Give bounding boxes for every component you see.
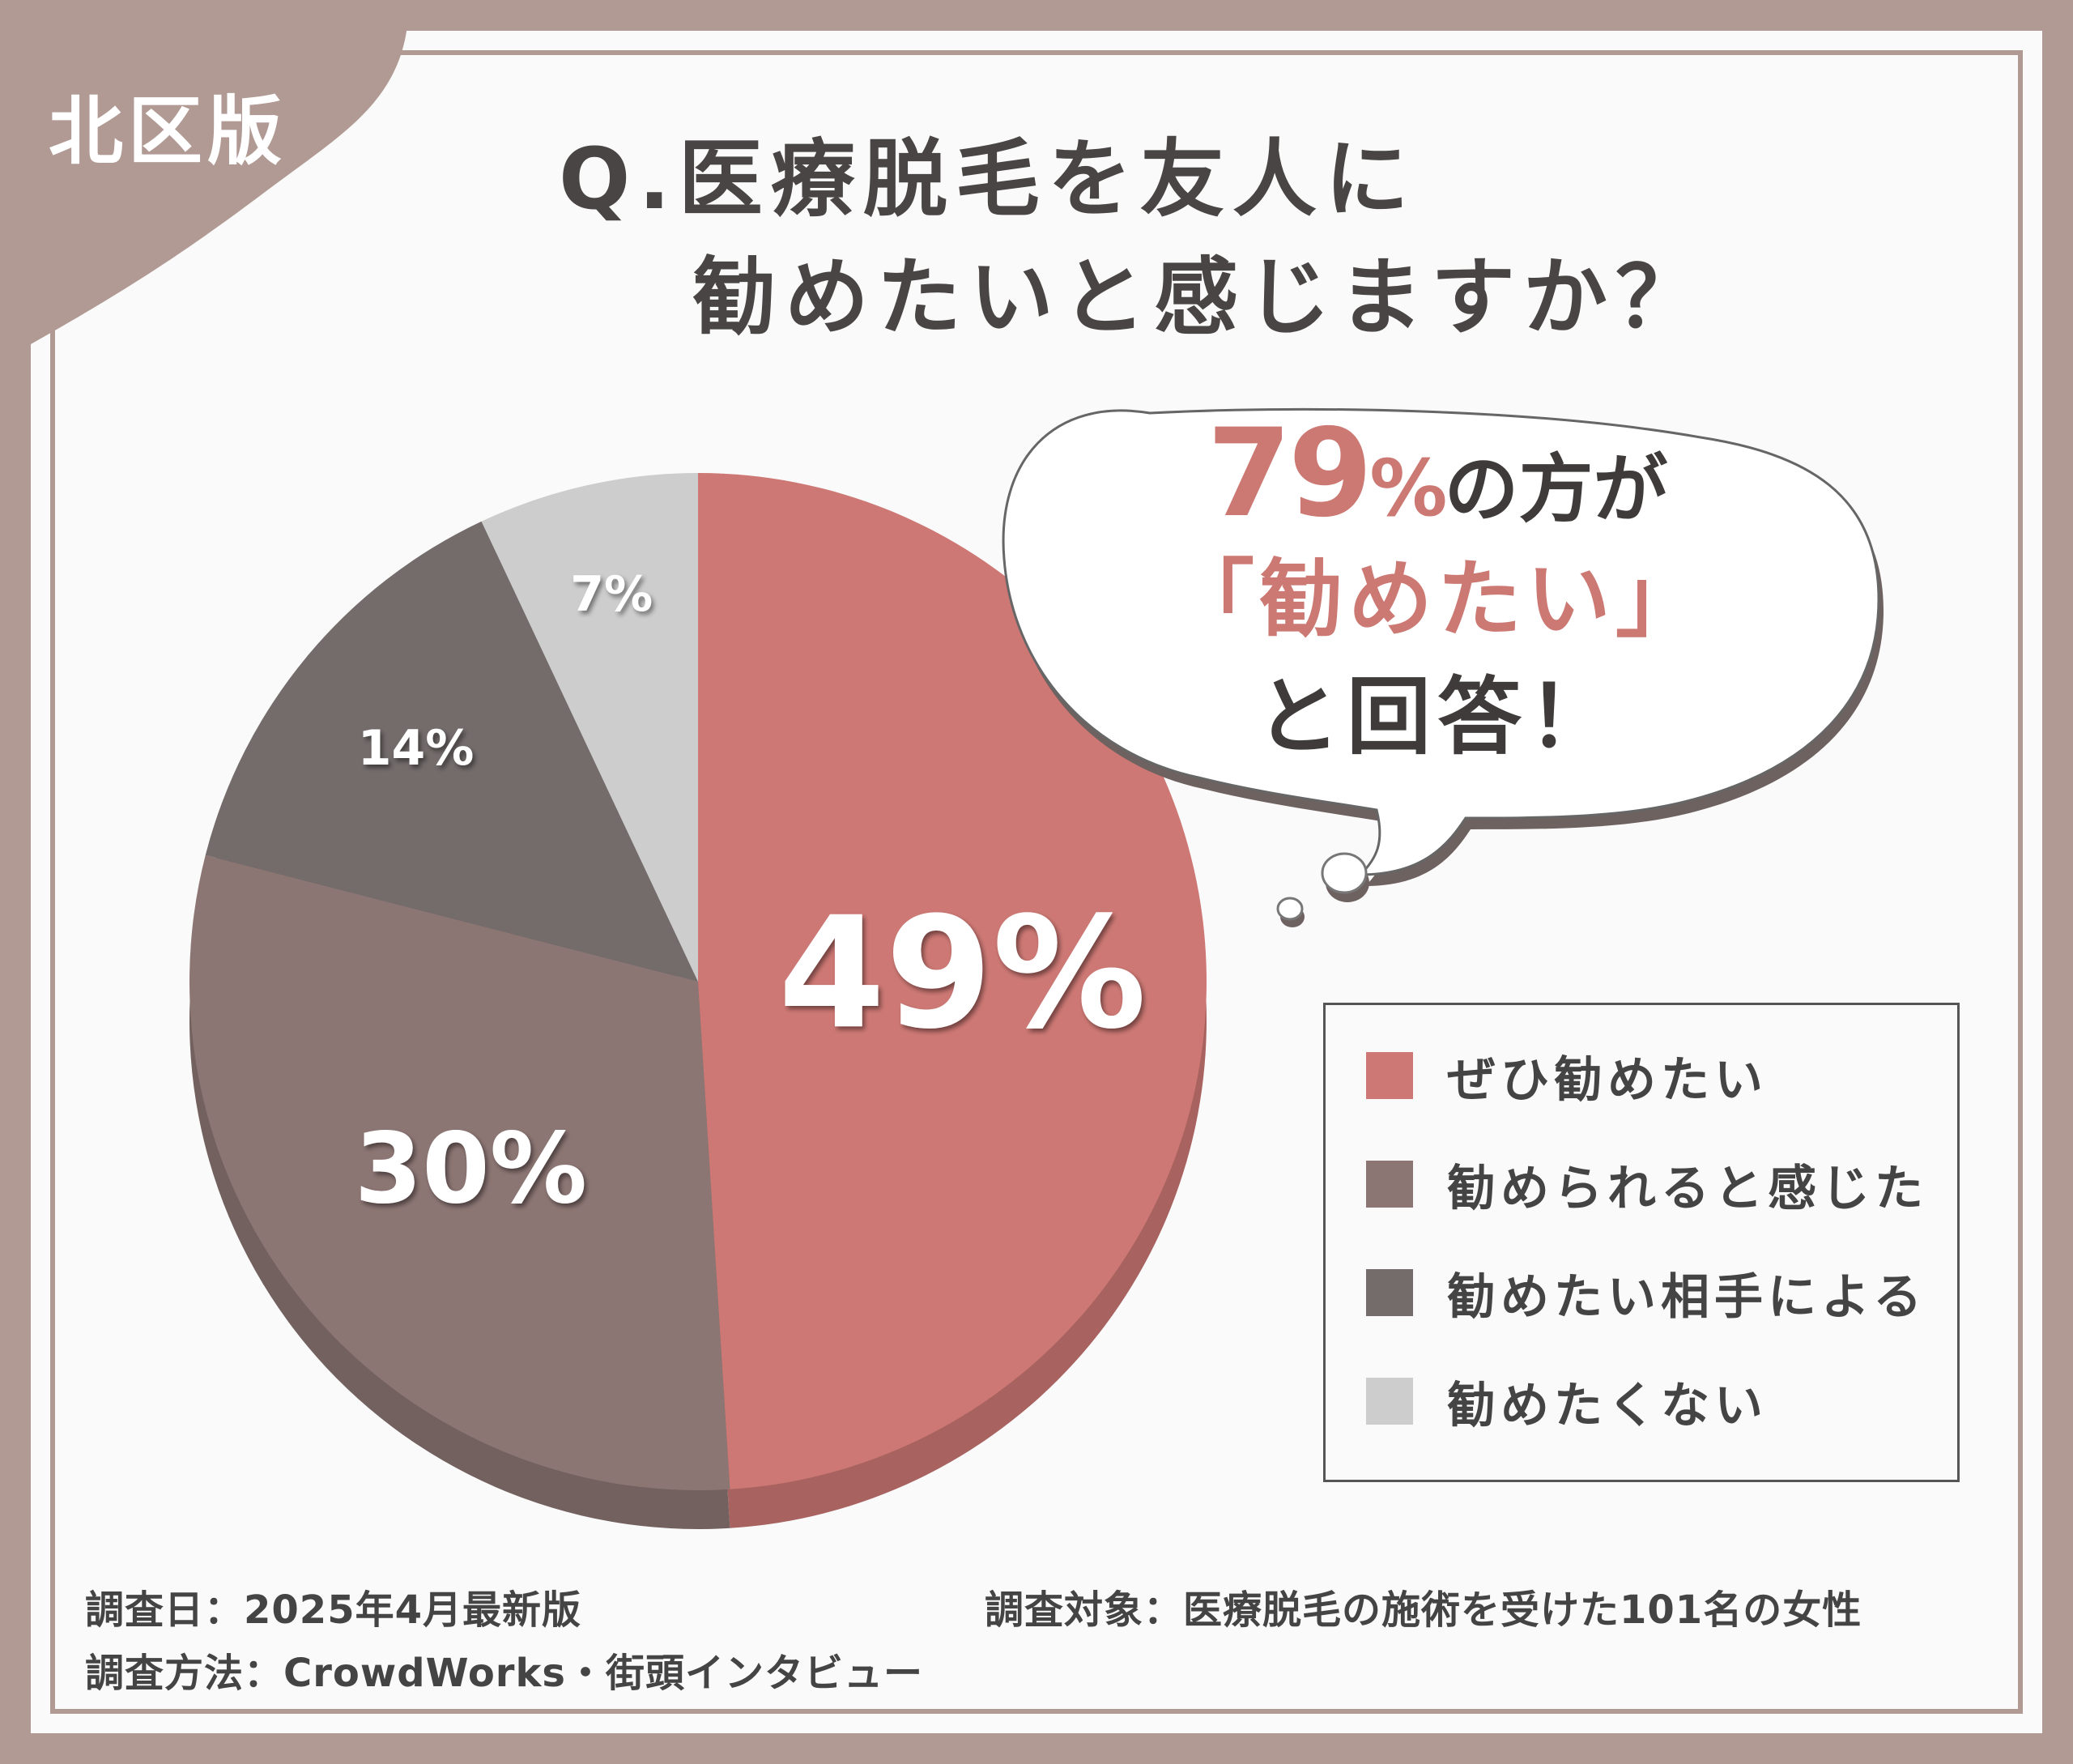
legend-label: 勧めたくない bbox=[1447, 1377, 1768, 1434]
legend-label: ぜひ勧めたい bbox=[1447, 1051, 1768, 1109]
callout-line-1: 79%の方が bbox=[1207, 403, 1668, 544]
callout-line-3: と回答！ bbox=[1255, 667, 1619, 766]
callout-line-2: 「勧めたい」 bbox=[1169, 550, 1705, 649]
legend-item: 勧めたくない bbox=[1366, 1373, 1768, 1434]
legend-label: 勧められると感じた bbox=[1447, 1160, 1928, 1217]
pie-slice-4 bbox=[481, 473, 698, 982]
pie-slice-2 bbox=[189, 854, 730, 1490]
chart-title: Q.医療脱毛を友人に 勧めたいと感じますか？ bbox=[559, 120, 1708, 356]
title-line-2: 勧めたいと感じますか？ bbox=[692, 248, 1709, 347]
corner-decoration bbox=[0, 0, 409, 348]
legend-swatch bbox=[1366, 1161, 1413, 1208]
pie-slice-3 bbox=[205, 521, 698, 982]
legend-item: 勧められると感じた bbox=[1366, 1156, 1928, 1217]
title-line-1: Q.医療脱毛を友人に bbox=[559, 130, 1417, 228]
survey-target: 調査対象：医療脱毛の施術を受けた101名の女性 bbox=[985, 1587, 1862, 1633]
legend-label: 勧めたい相手による bbox=[1447, 1268, 1927, 1326]
legend-swatch bbox=[1366, 1052, 1413, 1099]
legend: ぜひ勧めたい勧められると感じた 勧めたい相手による 勧めたくない bbox=[1323, 1003, 1960, 1482]
pie-slice-1 bbox=[698, 473, 1207, 1489]
pie-label-1: 49% bbox=[778, 884, 1147, 1063]
legend-item: ぜひ勧めたい bbox=[1366, 1047, 1768, 1109]
legend-item: 勧めたい相手による bbox=[1366, 1264, 1926, 1326]
pie-label-4: 7% bbox=[570, 566, 653, 623]
legend-swatch bbox=[1366, 1269, 1413, 1316]
region-label: 北区版 bbox=[49, 88, 287, 175]
callout-percent: 79% bbox=[1207, 403, 1448, 544]
legend-swatch bbox=[1366, 1378, 1413, 1425]
pie-label-3: 14% bbox=[358, 720, 475, 777]
pie-label-2: 30% bbox=[355, 1114, 587, 1226]
survey-date: 調査日：2025年4月最新版 bbox=[85, 1587, 581, 1633]
callout-text: 79%の方が 「勧めたい」 と回答！ bbox=[1012, 403, 1862, 778]
survey-method: 調査方法：CrowdWorks・街頭インタビュー bbox=[85, 1651, 923, 1696]
